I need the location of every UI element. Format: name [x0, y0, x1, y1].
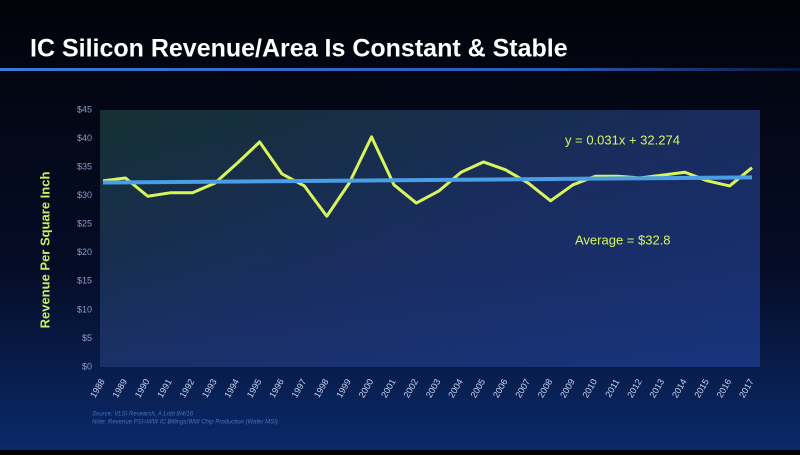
plot-area	[100, 110, 760, 367]
source-note: Note: Revenue PSI=WW IC Billings/WW Chip…	[92, 420, 278, 426]
y-tick-label: $25	[77, 219, 92, 229]
y-axis-label: Revenue Per Square Inch	[37, 172, 52, 329]
y-tick-label: $30	[77, 190, 92, 200]
trend-line	[102, 175, 753, 185]
chart-title: IC Silicon Revenue/Area Is Constant & St…	[30, 35, 568, 63]
y-tick-label: $5	[82, 333, 92, 343]
annotation: Average = $32.8	[575, 232, 671, 247]
y-tick-label: $15	[77, 276, 92, 286]
y-tick-label: $35	[77, 161, 92, 171]
y-tick-label: $0	[82, 361, 92, 371]
y-tick-label: $20	[77, 247, 92, 257]
title-rule	[0, 68, 800, 71]
source-note: Source: VLSI Research, A.Lotti 8/4/16	[92, 412, 194, 418]
y-tick-label: $10	[77, 304, 92, 314]
annotation: y = 0.031x + 32.274	[565, 132, 680, 147]
y-tick-label: $45	[77, 104, 92, 114]
y-tick-label: $40	[77, 133, 92, 143]
